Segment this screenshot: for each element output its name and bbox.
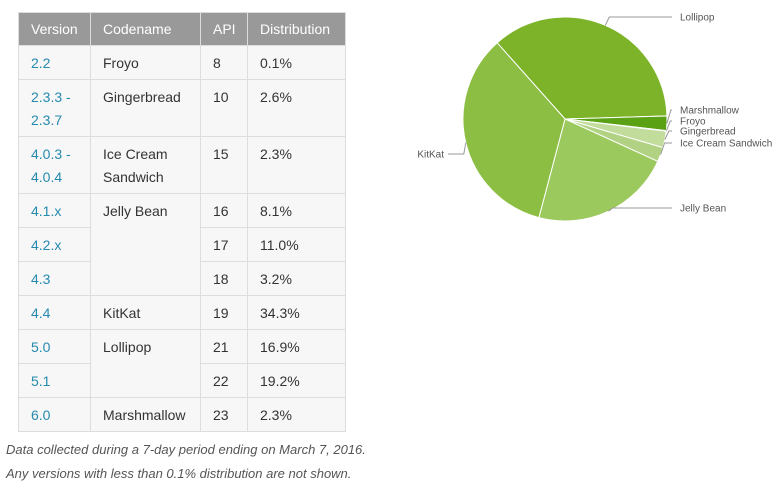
version-cell: 6.0: [18, 397, 91, 432]
slice-label: Gingerbread: [680, 127, 736, 138]
api-cell: 21: [200, 329, 248, 364]
slice-label: Froyo: [680, 117, 706, 128]
leader-line: [666, 109, 672, 124]
codename-cell: Froyo: [90, 45, 201, 80]
version-cell: 2.2: [18, 45, 91, 80]
version-link[interactable]: 4.2.x: [31, 237, 62, 253]
table-header-row: Version Codename API Distribution: [18, 12, 346, 46]
version-cell: 2.3.3 - 2.3.7: [18, 79, 91, 137]
distribution-cell: 2.3%: [247, 397, 346, 432]
distribution-cell: 3.2%: [247, 261, 346, 296]
version-cell: 5.0: [18, 329, 91, 364]
header-distribution: Distribution: [247, 12, 346, 46]
version-cell: 4.2.x: [18, 227, 91, 262]
api-cell: 16: [200, 193, 248, 228]
table-row: 2.2 Froyo 8 0.1%: [18, 45, 346, 80]
codename-cell: Ice Cream Sandwich: [90, 136, 201, 194]
version-cell: 4.0.3 - 4.0.4: [18, 136, 91, 194]
version-link[interactable]: 4.0.3 - 4.0.4: [31, 146, 71, 185]
table-row: 6.0 Marshmallow 23 2.3%: [18, 397, 346, 432]
pie-slice-kitkat: [462, 42, 566, 219]
note-collection-period: Data collected during a 7-day period end…: [6, 442, 366, 457]
slice-label: KitKat: [417, 150, 444, 161]
version-link[interactable]: 5.0: [31, 339, 51, 355]
codename-cell: Lollipop: [90, 329, 201, 398]
slice-label: Jelly Bean: [680, 204, 726, 215]
header-codename: Codename: [90, 12, 201, 46]
note-threshold: Any versions with less than 0.1% distrib…: [6, 466, 352, 481]
table-row: 4.3 18 3.2%: [18, 261, 346, 296]
version-cell: 5.1: [18, 363, 91, 398]
version-link[interactable]: 2.3.3 - 2.3.7: [31, 89, 71, 128]
table-row: 5.1 22 19.2%: [18, 363, 346, 398]
pie-slice-jelly-bean: [538, 118, 659, 222]
codename-cell: Jelly Bean: [90, 193, 201, 296]
api-cell: 19: [200, 295, 248, 330]
api-cell: 8: [200, 45, 248, 80]
header-version: Version: [18, 12, 91, 46]
leader-line: [448, 142, 467, 155]
data-notes: Data collected during a 7-day period end…: [6, 441, 366, 489]
leader-line: [608, 207, 672, 212]
leader-line: [660, 142, 672, 155]
version-cell: 4.3: [18, 261, 91, 296]
distribution-cell: 11.0%: [247, 227, 346, 262]
api-cell: 22: [200, 363, 248, 398]
version-link[interactable]: 5.1: [31, 373, 51, 389]
leader-line: [604, 16, 672, 26]
pie-slice-lollipop: [496, 16, 668, 120]
table-row: 5.0 Lollipop 21 16.9%: [18, 329, 346, 398]
api-cell: 23: [200, 397, 248, 432]
version-cell: 4.1.x: [18, 193, 91, 228]
codename-cell: Gingerbread: [90, 79, 201, 137]
version-cell: 4.4: [18, 295, 91, 330]
distribution-cell: 16.9%: [247, 329, 346, 364]
table-row: 4.0.3 - 4.0.4 Ice Cream Sandwich 15 2.3%: [18, 136, 346, 194]
distribution-cell: 2.6%: [247, 79, 346, 137]
distribution-cell: 2.3%: [247, 136, 346, 194]
distribution-cell: 8.1%: [247, 193, 346, 228]
table-row: 4.4 KitKat 19 34.3%: [18, 295, 346, 330]
distribution-cell: 0.1%: [247, 45, 346, 80]
codename-cell: Marshmallow: [90, 397, 201, 432]
distribution-cell: 19.2%: [247, 363, 346, 398]
leader-line: [664, 130, 672, 140]
distribution-cell: 34.3%: [247, 295, 346, 330]
api-cell: 15: [200, 136, 248, 194]
version-link[interactable]: 6.0: [31, 407, 51, 423]
table-row: 4.2.x 17 11.0%: [18, 227, 346, 262]
version-link[interactable]: 4.4: [31, 305, 51, 321]
api-cell: 10: [200, 79, 248, 137]
table-row: 4.1.x Jelly Bean 16 8.1%: [18, 193, 346, 296]
api-cell: 18: [200, 261, 248, 296]
version-link[interactable]: 2.2: [31, 55, 51, 71]
slice-label: Marshmallow: [680, 106, 740, 117]
version-link[interactable]: 4.1.x: [31, 203, 62, 219]
version-link[interactable]: 4.3: [31, 271, 51, 287]
header-api: API: [200, 12, 248, 46]
leader-line: [665, 120, 672, 132]
codename-cell: KitKat: [90, 295, 201, 330]
slice-label: Ice Cream Sandwich: [680, 139, 772, 150]
distribution-table: Version Codename API Distribution 2.2 Fr…: [18, 12, 346, 432]
slice-label: Lollipop: [680, 13, 715, 24]
api-cell: 17: [200, 227, 248, 262]
table-row: 2.3.3 - 2.3.7 Gingerbread 10 2.6%: [18, 79, 346, 137]
